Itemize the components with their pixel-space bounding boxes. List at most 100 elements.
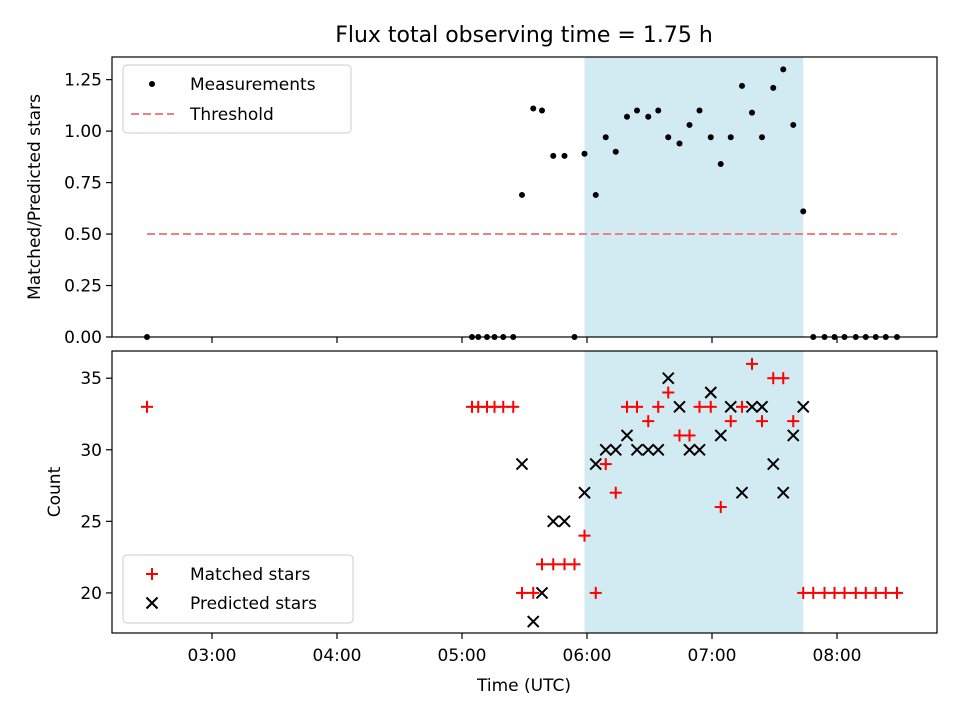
predicted-star-point <box>609 443 622 456</box>
matched-star-point <box>693 400 706 413</box>
measurement-point <box>634 107 640 114</box>
matched-star-point <box>507 400 520 413</box>
measurement-point <box>665 134 672 141</box>
observing-window-shade-top <box>584 57 804 337</box>
legend-matched-marker <box>146 568 158 580</box>
matched-star-point <box>807 586 820 599</box>
predicted-star-point <box>652 443 665 456</box>
measurement-point <box>790 121 797 128</box>
predicted-star-point <box>755 400 769 414</box>
measurement-point <box>592 191 599 198</box>
predicted-star-point <box>578 486 591 499</box>
count-y-tick-label: 35 <box>80 369 102 389</box>
matched-star-point <box>704 400 717 413</box>
predicted-star-point <box>620 429 634 442</box>
measurement-point <box>696 107 703 114</box>
count-legend-box <box>122 554 354 624</box>
count-x-tick-label: 06:00 <box>563 646 612 666</box>
legend-predicted-label: Predicted stars <box>190 594 317 614</box>
ratio-y-tick-label: 0.00 <box>64 328 102 348</box>
ratio-panel-frame <box>111 56 938 338</box>
count-legend: Matched stars Predicted stars <box>122 554 354 624</box>
measurement-point <box>581 150 588 157</box>
chart-title: Flux total observing time = 1.75 h <box>335 23 713 48</box>
ratio-y-tick-label: 1.25 <box>64 71 102 91</box>
measurement-point <box>686 121 693 128</box>
predicted-star-point <box>535 586 549 600</box>
matched-star-point <box>141 400 153 413</box>
matched-stars-series <box>141 357 903 599</box>
count-x-tick-label: 05:00 <box>438 646 487 666</box>
predicted-star-point <box>797 400 810 414</box>
measurement-point <box>749 109 755 116</box>
measurement-point <box>800 208 807 215</box>
predicted-star-point <box>724 400 737 414</box>
matched-star-point <box>891 586 903 599</box>
predicted-star-point <box>515 457 529 471</box>
ratio-y-tick-label: 0.75 <box>64 174 102 194</box>
measurement-point <box>612 148 619 155</box>
measurement-point <box>530 105 537 112</box>
measurement-point <box>655 107 662 114</box>
predicted-star-point <box>642 443 655 456</box>
count-y-tick-label: 30 <box>80 441 102 461</box>
legend-threshold-label: Threshold <box>189 105 274 125</box>
predicted-star-point <box>589 457 602 471</box>
ratio-legend-box <box>122 64 352 134</box>
predicted-star-point <box>662 371 675 385</box>
predicted-star-point <box>547 515 560 528</box>
measurement-point <box>539 107 545 114</box>
legend-measurements-label: Measurements <box>190 75 316 95</box>
ratio-y-tick-label: 0.50 <box>64 225 102 245</box>
matched-star-point <box>589 586 602 599</box>
matched-star-point <box>652 400 665 413</box>
measurement-point <box>739 82 745 89</box>
matched-star-point <box>599 458 612 471</box>
measurement-point <box>602 134 609 141</box>
predicted-star-point <box>735 486 749 499</box>
predicted-star-point <box>767 457 780 471</box>
matched-star-point <box>547 558 560 571</box>
legend-matched-label: Matched stars <box>190 565 310 585</box>
ratio-panel: 0.00 0.25 0.50 0.75 1.00 1.25 Matched/Predict… <box>25 56 938 348</box>
predicted-star-point <box>693 443 706 456</box>
predicted-star-point <box>745 400 759 414</box>
matched-star-point <box>683 429 696 442</box>
matched-star-point <box>568 558 581 571</box>
matched-star-point <box>879 586 892 599</box>
count-x-tick-label: 04:00 <box>313 646 362 666</box>
ratio-y-tick-label: 1.00 <box>64 122 102 142</box>
predicted-star-point <box>777 486 790 499</box>
count-x-tick-label: 03:00 <box>188 646 237 666</box>
matched-star-point <box>527 586 540 599</box>
matched-star-point <box>714 501 727 514</box>
predicted-star-point <box>714 429 727 442</box>
measurement-point <box>519 191 525 198</box>
matched-star-point <box>536 558 548 571</box>
measurement-point <box>676 140 683 147</box>
matched-star-point <box>516 586 528 599</box>
predicted-star-point <box>599 443 612 456</box>
measurement-point <box>550 152 557 159</box>
predicted-stars-series <box>515 371 810 628</box>
measurement-point <box>727 134 734 141</box>
matched-star-point <box>787 415 800 428</box>
measurement-point <box>759 134 765 141</box>
predicted-star-point <box>630 443 644 456</box>
measurement-point <box>707 134 714 141</box>
predicted-star-point <box>527 615 540 628</box>
measurement-point <box>770 84 777 91</box>
matched-star-point <box>642 415 655 428</box>
measurement-point <box>717 161 724 168</box>
predicted-star-point <box>787 429 800 442</box>
matched-star-point <box>578 529 591 542</box>
matched-star-point <box>609 486 622 499</box>
count-x-tick-label: 07:00 <box>688 646 737 666</box>
ratio-y-tick-label: 0.25 <box>64 277 102 297</box>
matched-star-point <box>631 400 643 413</box>
matched-star-point <box>724 415 737 428</box>
matched-star-point <box>746 357 758 370</box>
predicted-star-point <box>704 386 717 399</box>
